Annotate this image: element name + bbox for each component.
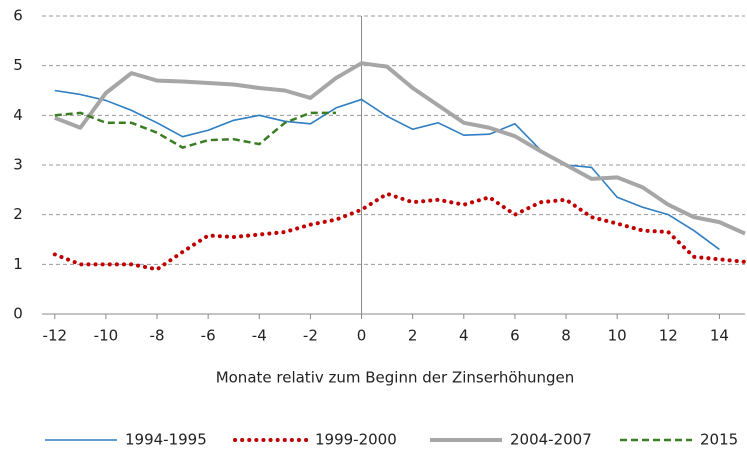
series-line <box>54 89 720 251</box>
legend-label: 2004-2007 <box>510 431 592 449</box>
series-line <box>52 191 747 272</box>
legend-label: 2015 <box>700 431 738 449</box>
x-tick-label: 0 <box>357 327 367 345</box>
y-tick-label: 4 <box>13 106 23 124</box>
x-tick-label: 12 <box>659 327 678 345</box>
x-tick-label: 4 <box>459 327 469 345</box>
x-tick-label: -4 <box>252 327 267 345</box>
y-tick-label: 6 <box>13 7 23 25</box>
y-tick-label: 1 <box>13 255 23 273</box>
x-tick-label: 10 <box>608 327 627 345</box>
legend-label: 1999-2000 <box>315 431 397 449</box>
x-tick-label: 14 <box>710 327 729 345</box>
y-tick-label: 3 <box>13 156 23 174</box>
x-tick-label: 6 <box>510 327 520 345</box>
legend-label: 1994-1995 <box>125 431 207 449</box>
y-tick-label: 0 <box>13 305 23 323</box>
series-line <box>54 111 336 149</box>
y-tick-label: 5 <box>13 56 23 74</box>
x-axis-label: Monate relativ zum Beginn der Zinserhöhu… <box>216 369 575 387</box>
x-tick-label: -10 <box>94 327 119 345</box>
x-tick-label: 8 <box>561 327 571 345</box>
y-tick-label: 2 <box>13 205 23 223</box>
x-tick-label: -6 <box>201 327 216 345</box>
x-tick-label: -2 <box>303 327 318 345</box>
x-tick-label: -12 <box>43 327 68 345</box>
series-line <box>54 61 746 236</box>
x-tick-label: 2 <box>408 327 418 345</box>
x-tick-label: -8 <box>150 327 165 345</box>
